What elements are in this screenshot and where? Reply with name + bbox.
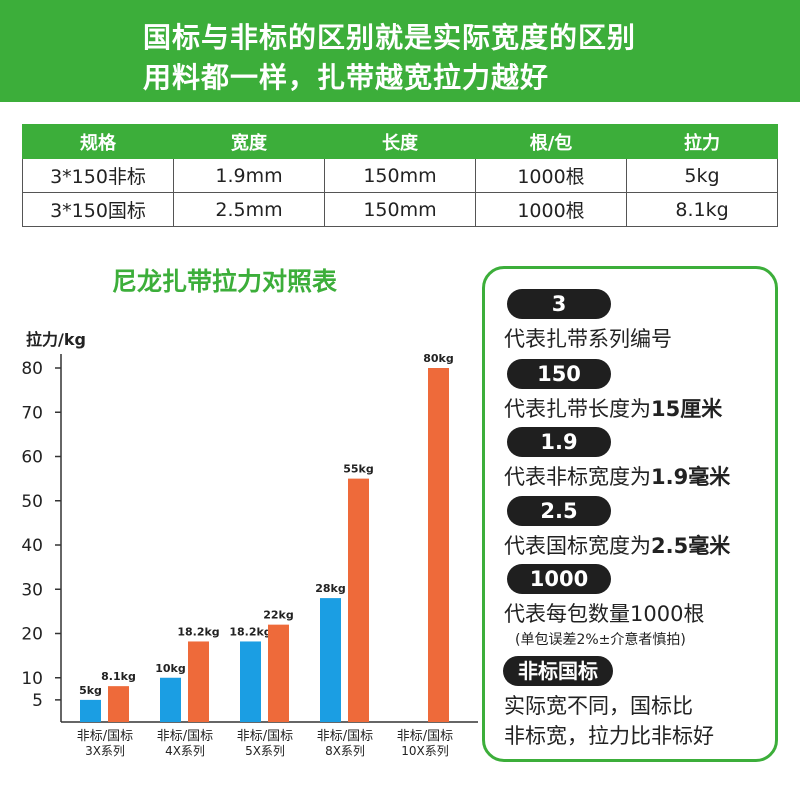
x-tick-label: 8X系列 (325, 744, 365, 758)
x-tick-label: 非标/国标 (157, 729, 213, 744)
tolerance-note: (单包误差2%±介意者慎拍) (515, 632, 686, 648)
y-tick-label: 5 (32, 691, 43, 711)
legend-desc-text: 代表每包数量1000根 (504, 602, 705, 626)
legend-desc-text: 代表非标宽度为 (504, 465, 651, 489)
y-tick-label: 20 (21, 625, 43, 645)
table-cell: 8.1kg (626, 192, 778, 227)
bar-value-label: 10kg (155, 662, 186, 675)
chart-title: 尼龙扎带拉力对照表 (112, 267, 338, 296)
legend-desc-1000: 代表每包数量1000根 (504, 598, 704, 628)
bar (348, 478, 369, 722)
legend-desc-text: 代表国标宽度为 (504, 534, 651, 558)
comparison-line-2: 非标宽，拉力比非标好 (504, 724, 714, 748)
header-cell-count: 根/包 (475, 124, 627, 159)
table-row: 3*150国标 2.5mm 150mm 1000根 8.1kg (22, 192, 778, 227)
tension-bar-chart: 拉力/kg510203040506070805kg8.1kg非标/国标3X系列1… (21, 330, 478, 758)
y-tick-label: 70 (21, 403, 43, 423)
tag-pill-3: 3 (507, 289, 611, 319)
x-tick-label: 5X系列 (245, 744, 285, 758)
table-cell: 150mm (324, 158, 476, 193)
table-cell: 2.5mm (173, 192, 325, 227)
x-tick-label: 10X系列 (401, 744, 449, 758)
bar (240, 641, 261, 722)
tag-pill-1000: 1000 (507, 564, 611, 594)
table-row: 3*150非标 1.9mm 150mm 1000根 5kg (22, 158, 778, 193)
legend-desc-2-5: 代表国标宽度为2.5毫米 (504, 530, 730, 560)
legend-desc-text: 代表扎带系列编号 (504, 327, 672, 351)
table-cell: 5kg (626, 158, 778, 193)
tag-pill-1-9: 1.9 (507, 427, 611, 457)
header-cell-tension: 拉力 (626, 124, 778, 159)
legend-desc-bold: 2.5毫米 (651, 534, 731, 558)
x-tick-label: 4X系列 (165, 744, 205, 758)
banner-line-2: 用料都一样，扎带越宽拉力越好 (143, 61, 550, 94)
spec-table-header-row: 规格 宽度 长度 根/包 拉力 (22, 124, 778, 159)
bar (188, 641, 209, 722)
legend-desc-150: 代表扎带长度为15厘米 (504, 393, 722, 423)
banner-line-1: 国标与非标的区别就是实际宽度的区别 (143, 21, 637, 54)
bar-value-label: 18.2kg (229, 625, 271, 638)
bar-value-label: 80kg (423, 352, 454, 365)
bar-value-label: 5kg (79, 684, 102, 697)
table-cell: 1.9mm (173, 158, 325, 193)
y-tick-label: 60 (21, 448, 43, 468)
bar-value-label: 18.2kg (177, 625, 219, 638)
tag-pill-comparison: 非标国标 (503, 656, 613, 686)
table-cell: 1000根 (475, 192, 627, 227)
table-cell: 1000根 (475, 158, 627, 193)
legend-desc-3: 代表扎带系列编号 (504, 323, 672, 353)
x-tick-label: 非标/国标 (237, 729, 293, 744)
bar (320, 598, 341, 722)
bar (108, 686, 129, 722)
header-banner: 国标与非标的区别就是实际宽度的区别 用料都一样，扎带越宽拉力越好 (0, 0, 800, 102)
bar (428, 368, 449, 722)
bar-value-label: 55kg (343, 463, 374, 476)
legend-panel: 3 代表扎带系列编号 150 代表扎带长度为15厘米 1.9 代表非标宽度为1.… (482, 266, 778, 762)
x-tick-label: 非标/国标 (317, 729, 373, 744)
bar (160, 677, 181, 722)
bar-value-label: 22kg (263, 609, 294, 622)
comparison-line-1: 实际宽不同，国标比 (504, 694, 693, 718)
y-tick-label: 50 (21, 492, 43, 512)
legend-desc-1-9: 代表非标宽度为1.9毫米 (504, 461, 730, 491)
bar (80, 699, 101, 722)
x-tick-label: 非标/国标 (77, 729, 133, 744)
tag-pill-2-5: 2.5 (507, 496, 611, 526)
y-tick-label: 40 (21, 536, 43, 556)
y-tick-label: 10 (21, 669, 43, 689)
header-cell-length: 长度 (324, 124, 476, 159)
y-axis-label: 拉力/kg (26, 330, 86, 349)
bar-value-label: 28kg (315, 582, 346, 595)
spec-table: 规格 宽度 长度 根/包 拉力 3*150非标 1.9mm 150mm 1000… (22, 124, 778, 227)
y-tick-label: 30 (21, 580, 43, 600)
tag-pill-150: 150 (507, 359, 611, 389)
header-cell-width: 宽度 (173, 124, 325, 159)
table-cell: 3*150非标 (22, 158, 174, 193)
table-cell: 150mm (324, 192, 476, 227)
y-tick-label: 80 (21, 359, 43, 379)
header-cell-spec: 规格 (22, 124, 174, 159)
bar (268, 624, 289, 722)
legend-desc-text: 代表扎带长度为 (504, 397, 651, 421)
bar-value-label: 8.1kg (101, 670, 136, 683)
legend-desc-bold: 15厘米 (651, 397, 723, 421)
x-tick-label: 3X系列 (85, 744, 125, 758)
legend-desc-bold: 1.9毫米 (651, 465, 731, 489)
table-cell: 3*150国标 (22, 192, 174, 227)
x-tick-label: 非标/国标 (397, 729, 453, 744)
